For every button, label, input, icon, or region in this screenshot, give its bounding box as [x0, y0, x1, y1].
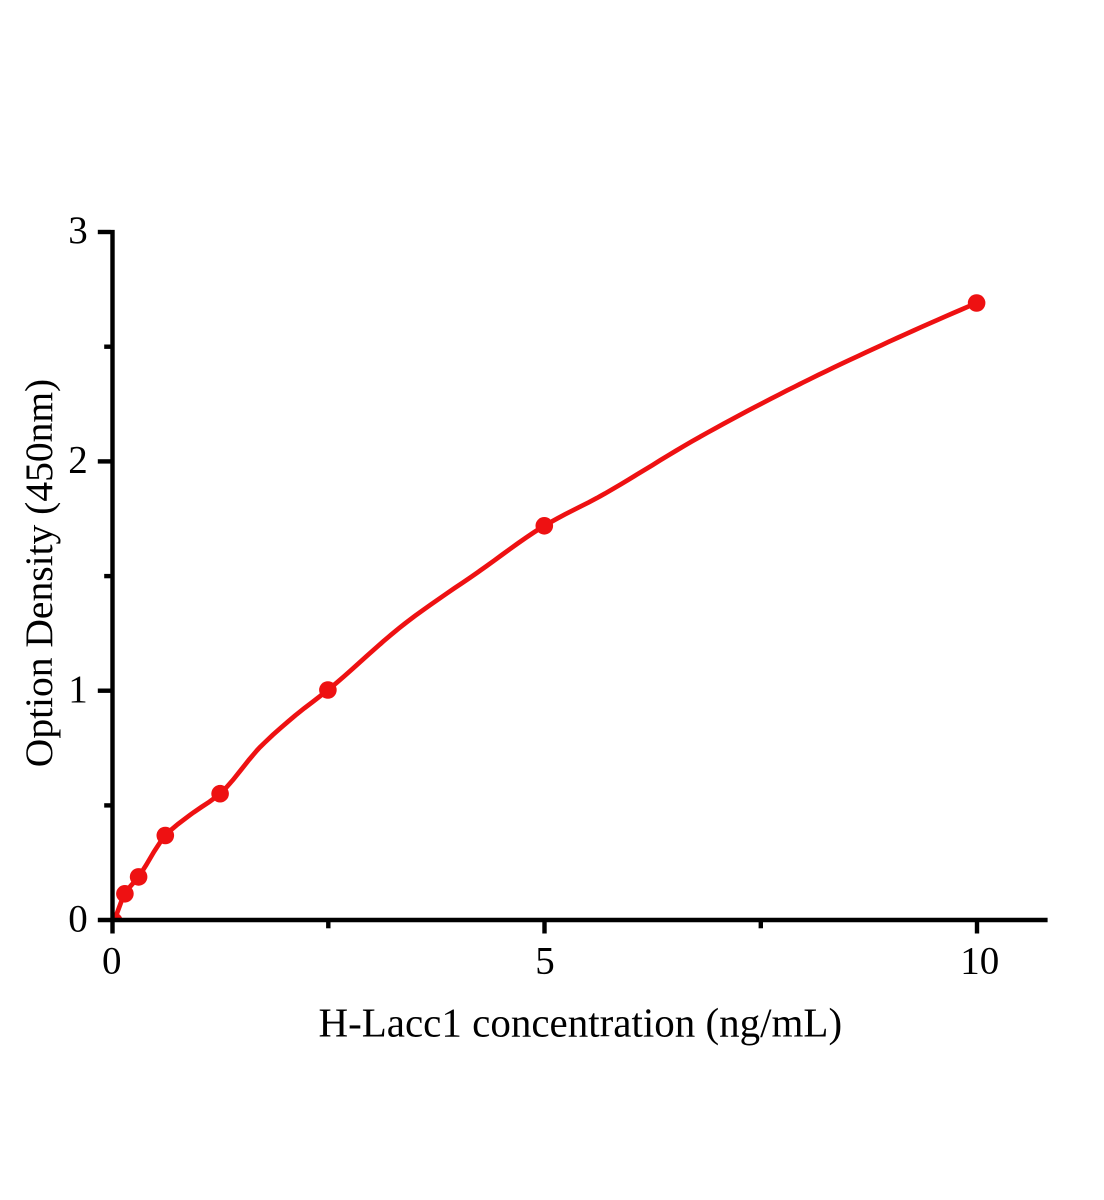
svg-text:Option Density (450nm): Option Density (450nm)	[17, 379, 61, 767]
svg-text:10: 10	[960, 939, 999, 982]
svg-text:1: 1	[68, 668, 88, 711]
svg-text:H-Lacc1 concentration (ng/mL): H-Lacc1 concentration (ng/mL)	[318, 999, 842, 1045]
svg-text:2: 2	[68, 439, 88, 482]
svg-text:3: 3	[68, 209, 88, 252]
svg-text:0: 0	[68, 897, 88, 940]
svg-text:5: 5	[535, 939, 555, 982]
svg-text:0: 0	[102, 939, 122, 982]
